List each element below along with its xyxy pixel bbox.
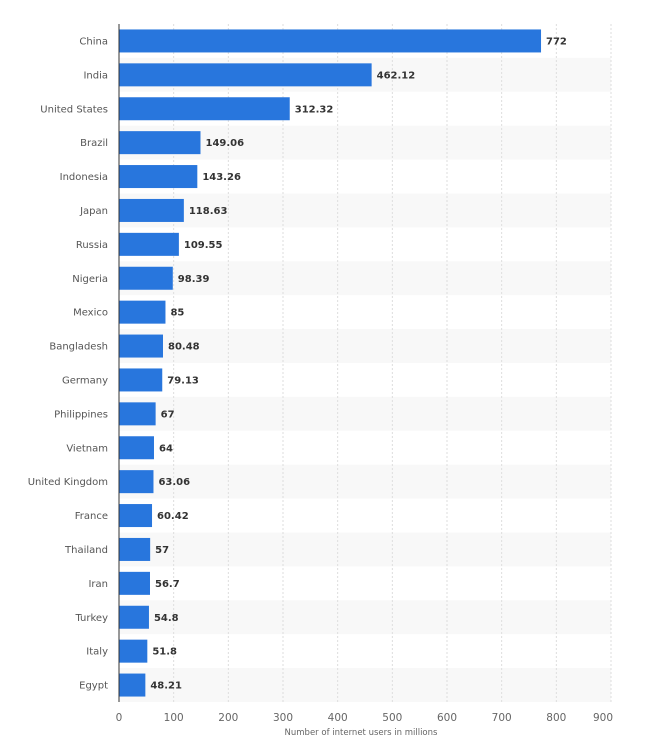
category-label: United Kingdom	[28, 477, 108, 488]
x-tick-label: 900	[593, 712, 613, 724]
x-tick-label: 400	[328, 712, 348, 724]
bar	[119, 131, 201, 155]
x-tick-label: 0	[116, 712, 123, 724]
category-label: India	[83, 70, 108, 81]
data-label: 80.48	[168, 342, 200, 353]
row-stripe	[119, 261, 611, 296]
row-stripe	[119, 668, 611, 702]
bar	[119, 232, 179, 256]
bar	[119, 165, 198, 189]
category-label: China	[79, 36, 108, 47]
bar	[119, 334, 163, 358]
data-label: 56.7	[155, 579, 180, 590]
bar	[119, 470, 154, 494]
category-label: Egypt	[79, 681, 108, 692]
category-label: Iran	[88, 579, 108, 590]
data-label: 79.13	[167, 375, 199, 386]
bar	[119, 673, 146, 697]
category-label: Turkey	[74, 613, 108, 624]
category-label: Italy	[86, 647, 108, 658]
data-label: 48.21	[150, 681, 182, 692]
data-label: 462.12	[377, 70, 416, 81]
category-label: Russia	[76, 240, 108, 251]
data-label: 85	[170, 308, 184, 319]
data-label: 98.39	[178, 274, 210, 285]
category-label: Thailand	[64, 545, 108, 556]
bar	[119, 605, 149, 629]
bar	[119, 29, 542, 53]
x-tick-label: 200	[218, 712, 238, 724]
category-label: Philippines	[54, 409, 108, 420]
data-label: 57	[155, 545, 169, 556]
row-stripe	[119, 193, 611, 228]
category-label: Nigeria	[72, 274, 108, 285]
x-tick-label: 500	[382, 712, 402, 724]
row-stripe	[119, 125, 611, 160]
bar	[119, 639, 148, 663]
category-label: Germany	[62, 375, 108, 386]
data-label: 772	[546, 36, 567, 47]
data-label: 67	[161, 409, 175, 420]
category-label: Indonesia	[60, 172, 108, 183]
row-stripe	[119, 464, 611, 499]
data-label: 51.8	[152, 647, 177, 658]
data-label: 63.06	[158, 477, 190, 488]
data-label: 118.63	[189, 206, 228, 217]
category-label: Japan	[79, 206, 108, 217]
x-tick-label: 600	[437, 712, 457, 724]
row-stripe	[119, 329, 611, 363]
x-tick-label: 800	[546, 712, 566, 724]
category-label: France	[75, 511, 108, 522]
bar	[119, 571, 150, 595]
bar	[119, 537, 151, 561]
data-label: 60.42	[157, 511, 189, 522]
data-label: 312.32	[295, 104, 334, 115]
bar	[119, 436, 154, 460]
data-label: 149.06	[205, 138, 244, 149]
x-tick-label: 700	[492, 712, 512, 724]
bar	[119, 300, 166, 324]
bar	[119, 504, 153, 528]
data-label: 64	[159, 443, 173, 454]
row-stripe	[119, 600, 611, 635]
data-label: 143.26	[202, 172, 241, 183]
bar	[119, 266, 173, 290]
x-tick-label: 300	[273, 712, 293, 724]
data-label: 109.55	[184, 240, 223, 251]
category-label: United States	[40, 104, 108, 115]
x-axis-title: Number of internet users in millions	[285, 728, 438, 738]
bar	[119, 198, 184, 222]
category-label: Bangladesh	[49, 342, 108, 353]
bar	[119, 368, 163, 392]
data-label: 54.8	[154, 613, 179, 624]
row-stripe	[119, 532, 611, 567]
category-label: Brazil	[80, 138, 108, 149]
category-label: Mexico	[73, 308, 108, 319]
category-label: Vietnam	[66, 443, 108, 454]
bar	[119, 97, 290, 121]
row-stripe	[119, 396, 611, 431]
bar	[119, 402, 156, 426]
x-tick-label: 100	[164, 712, 184, 724]
bar	[119, 63, 372, 87]
